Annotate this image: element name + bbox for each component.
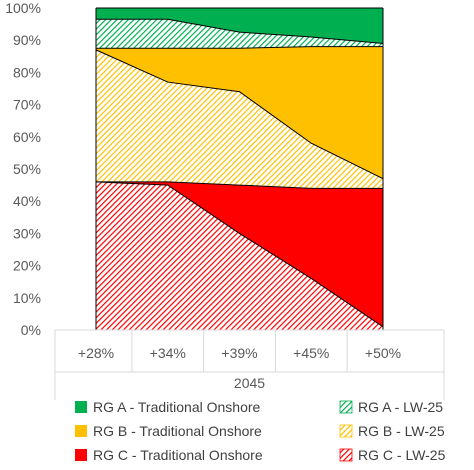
- y-tick-label: 80%: [13, 64, 41, 80]
- area-rg-a-traditional-onshore: [96, 8, 383, 44]
- legend-label: RG A - LW-25: [358, 399, 443, 415]
- area-boundary-line: [96, 181, 383, 189]
- legend-label: RG B - Traditional Onshore: [93, 423, 262, 439]
- legend-label: RG A - Traditional Onshore: [93, 399, 261, 415]
- area-boundary-line: [96, 18, 384, 44]
- legend-swatch: [339, 400, 353, 414]
- y-tick-label: 90%: [13, 32, 41, 48]
- y-tick-label: 20%: [13, 258, 41, 274]
- area-rg-a-lw-25: [96, 19, 383, 49]
- y-tick-label: 60%: [13, 129, 41, 145]
- area-rg-b-traditional-onshore: [96, 46, 383, 179]
- legend-swatch: [339, 448, 353, 462]
- area-rg-c-traditional-onshore: [96, 181, 383, 327]
- y-tick-label: 50%: [13, 161, 41, 177]
- area-boundary-line: [96, 46, 383, 49]
- legend-swatch: [75, 449, 87, 461]
- x-axis: +28% +34% +39% +45% +50%: [54, 329, 445, 400]
- legend-swatch: [339, 424, 353, 438]
- y-tick-label: 0%: [21, 322, 41, 338]
- legend-swatch: [75, 401, 87, 413]
- y-tick-label: 10%: [13, 290, 41, 306]
- y-tick-label: 100%: [5, 0, 41, 16]
- legend-swatch: [75, 425, 87, 437]
- x-tick-label: +50%: [365, 345, 401, 361]
- y-tick-label: 70%: [13, 97, 41, 113]
- x-tick-label: +34%: [150, 345, 186, 361]
- y-axis: 0% 10% 20% 30% 40% 50% 60% 70% 80% 90% 100%: [5, 0, 41, 338]
- legend: RG C - LW-25 RG C - Traditional Onshore RG…: [75, 399, 446, 463]
- legend-label: RG C - Traditional Onshore: [93, 447, 263, 463]
- x-axis-group-label: 2045: [234, 375, 265, 391]
- area-rg-b-lw-25: [96, 49, 383, 189]
- boundary-line-layer: [95, 7, 384, 330]
- area-layer: [96, 8, 383, 330]
- y-tick-label: 30%: [13, 225, 41, 241]
- x-tick-label: +45%: [293, 345, 329, 361]
- legend-label: RG B - LW-25: [358, 423, 445, 439]
- y-tick-label: 40%: [13, 193, 41, 209]
- area-boundary-line: [95, 49, 384, 180]
- legend-label: RG C - LW-25: [358, 447, 446, 463]
- x-tick-label: +39%: [221, 345, 257, 361]
- area-boundary-line: [95, 181, 384, 328]
- x-tick-label: +28%: [78, 345, 114, 361]
- area-rg-c-lw-25: [96, 181, 383, 330]
